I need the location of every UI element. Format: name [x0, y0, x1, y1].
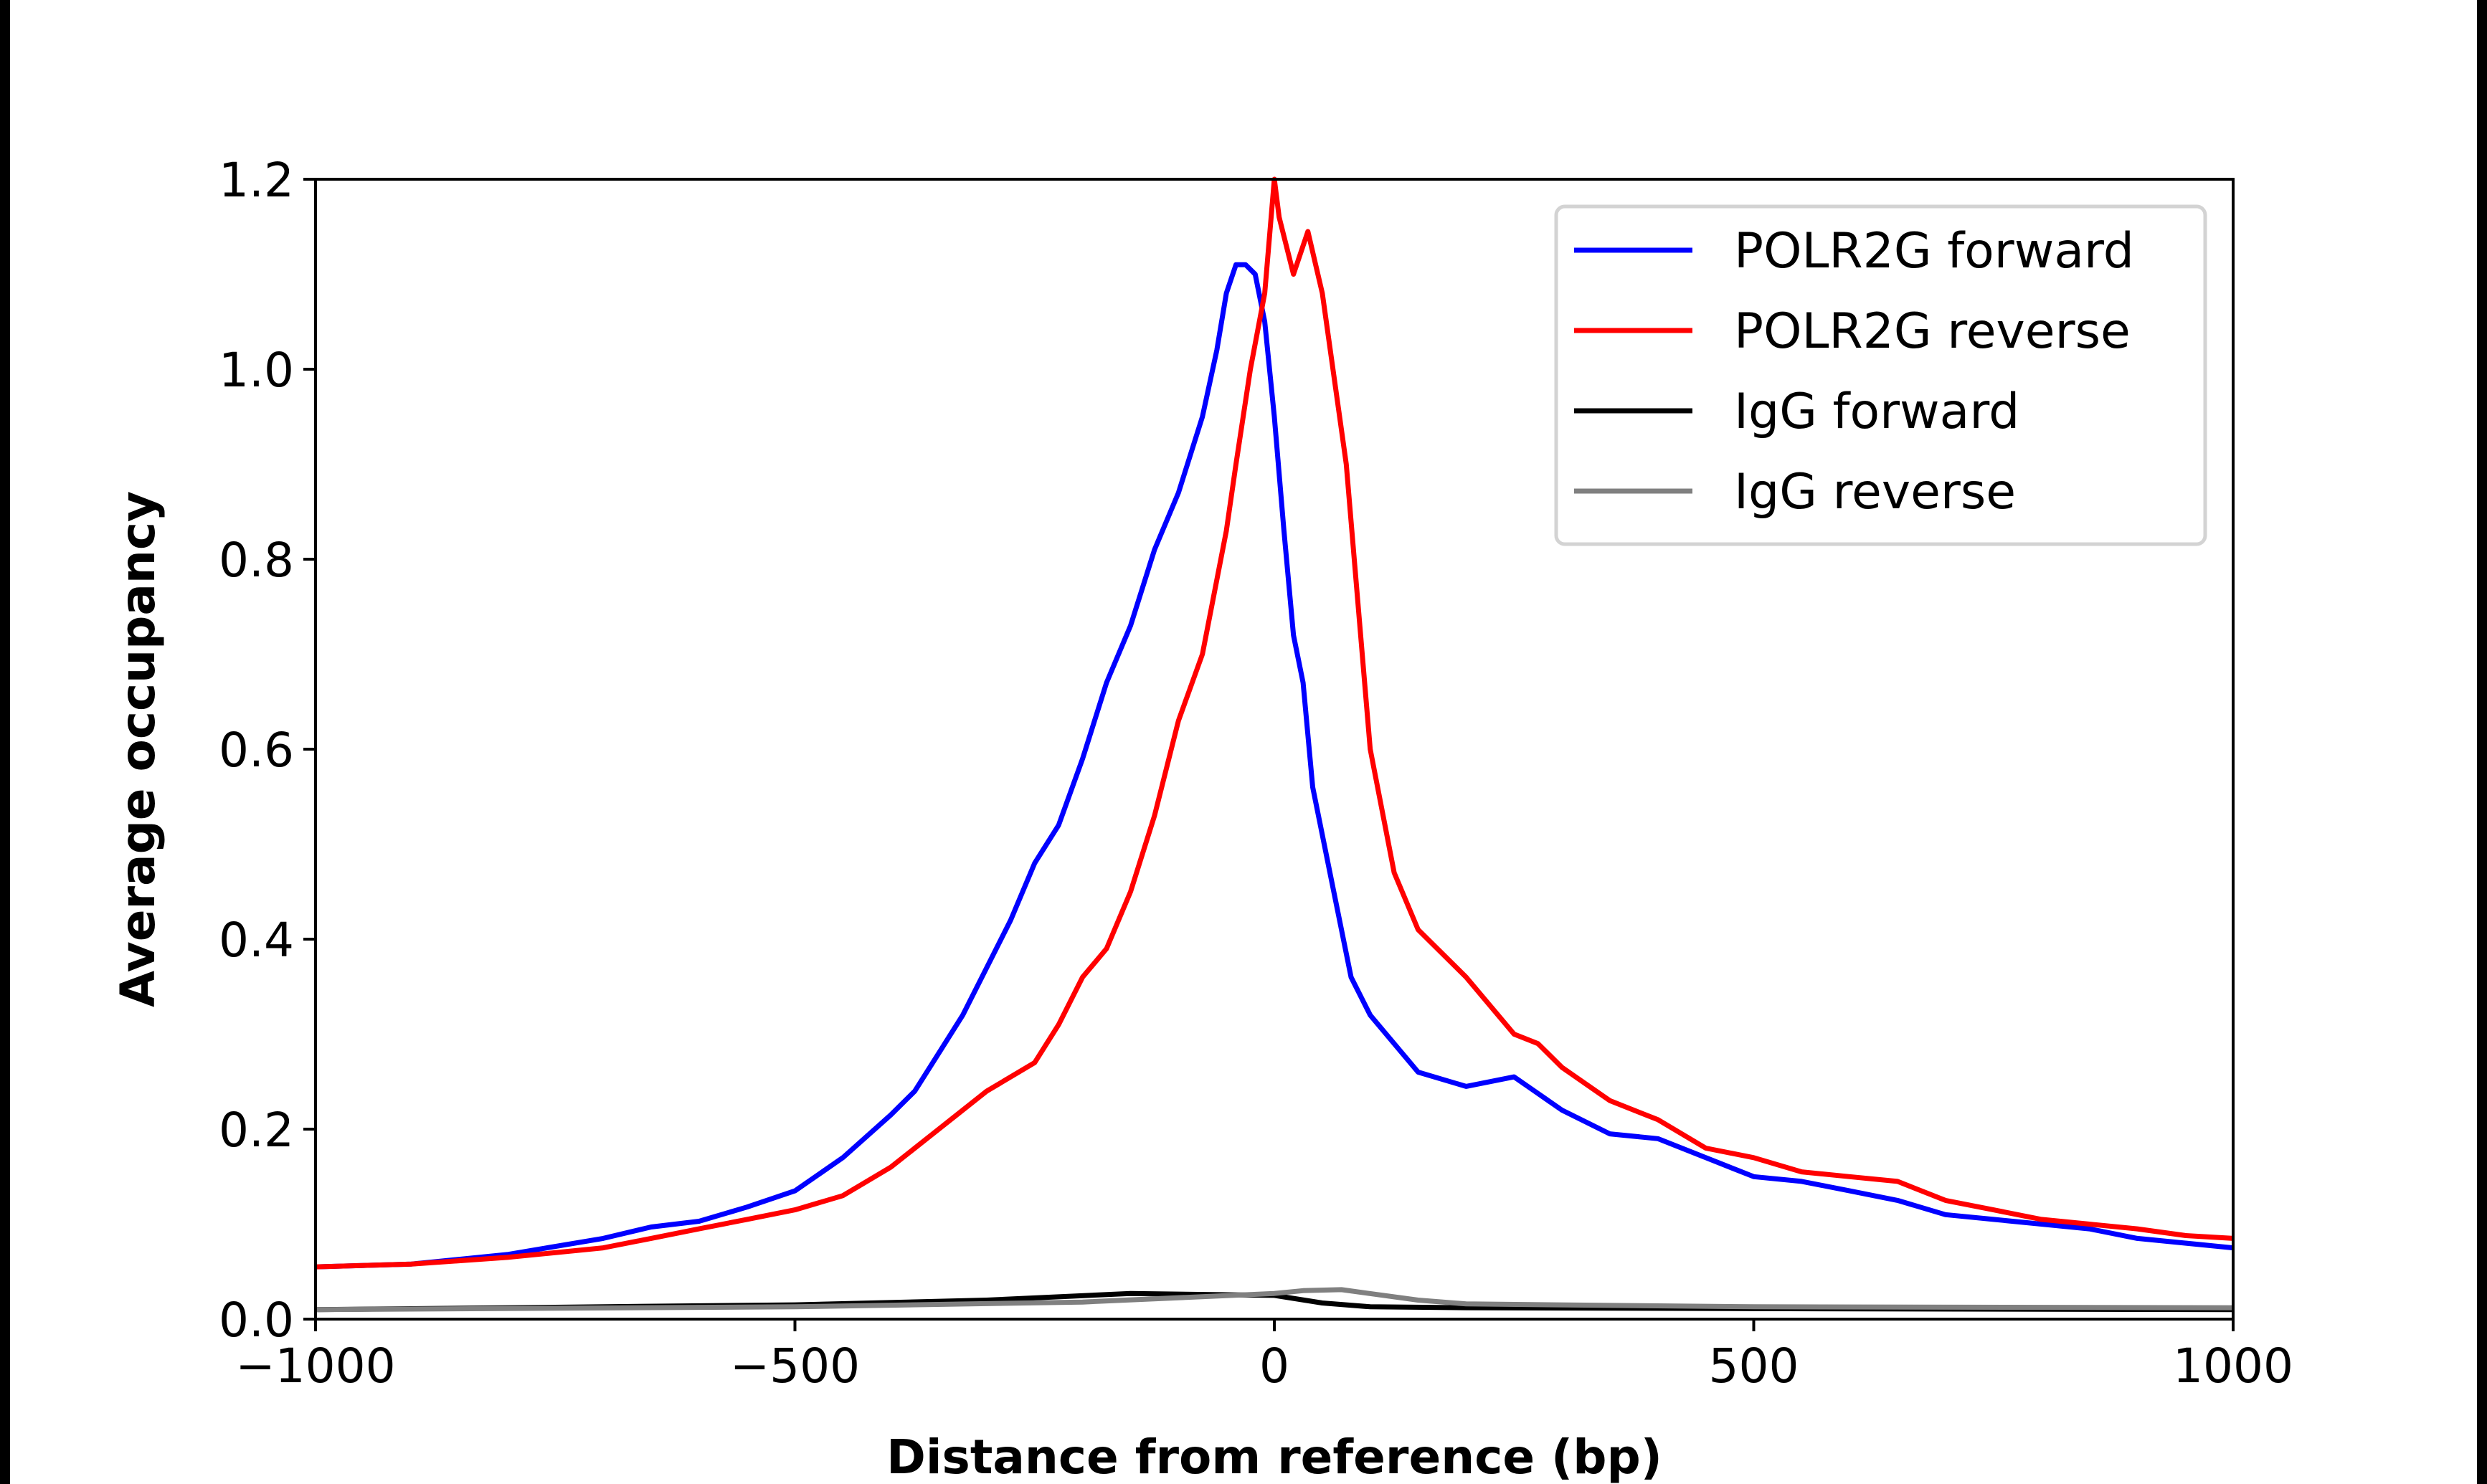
x-tick-label: −500: [730, 1338, 860, 1394]
legend-label: IgG reverse: [1734, 464, 2016, 520]
y-tick-label: 1.2: [219, 153, 294, 208]
x-tick-label: −1000: [235, 1338, 395, 1394]
x-tick-label: 1000: [2173, 1338, 2293, 1394]
legend-box: [1554, 204, 2207, 546]
legend: POLR2G forward POLR2G reverse IgG forward I…: [1554, 204, 2207, 546]
series-line-polr2g-reverse: [315, 176, 2234, 1270]
legend-label: IgG forward: [1734, 384, 2019, 440]
series-lines: [315, 176, 2234, 1313]
y-axis-ticks: 0.0 0.2 0.4 0.6 0.8 1.0 1.2: [219, 153, 316, 1348]
y-tick-label: 0.6: [219, 723, 294, 778]
x-tick-label: 0: [1259, 1338, 1289, 1394]
series-line-igg-forward: [315, 1290, 2234, 1313]
y-tick-label: 0.2: [219, 1103, 294, 1158]
y-axis-label: Average occupancy: [110, 491, 166, 1007]
legend-label: POLR2G reverse: [1734, 303, 2131, 360]
y-tick-label: 1.0: [219, 343, 294, 398]
x-axis-ticks: −1000 −500 0 500 1000: [235, 1319, 2293, 1394]
series-line-igg-reverse: [315, 1287, 2234, 1313]
series-line-polr2g-forward: [315, 262, 2234, 1270]
y-tick-label: 0.4: [219, 913, 294, 968]
x-axis-label: Distance from reference (bp): [886, 1430, 1662, 1484]
x-tick-label: 500: [1709, 1338, 1799, 1394]
legend-label: POLR2G forward: [1734, 223, 2134, 280]
y-tick-label: 0.8: [219, 533, 294, 588]
y-tick-label: 0.0: [219, 1293, 294, 1348]
